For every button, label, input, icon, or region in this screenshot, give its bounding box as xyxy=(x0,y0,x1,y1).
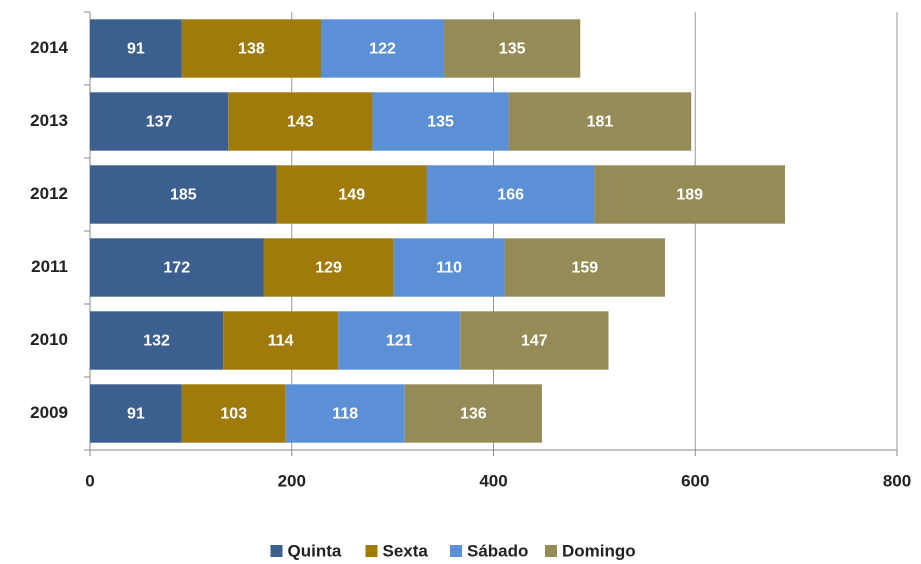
data-label: 149 xyxy=(338,187,365,204)
bar-segment xyxy=(90,238,264,297)
data-label: 110 xyxy=(436,260,462,277)
legend-swatch xyxy=(365,545,378,557)
bar-segment xyxy=(90,165,277,224)
x-tick-label: 800 xyxy=(883,471,911,490)
x-tick-label: 400 xyxy=(479,471,507,490)
legend-swatch xyxy=(270,545,283,557)
y-tick-label: 2011 xyxy=(31,257,68,276)
data-label: 166 xyxy=(497,187,524,204)
data-label: 137 xyxy=(146,114,173,131)
legend-label: Sexta xyxy=(383,541,429,560)
bar-segment xyxy=(404,384,542,443)
x-tick-label: 0 xyxy=(85,471,94,490)
bar-segment xyxy=(444,19,581,78)
legend-label: Sábado xyxy=(467,541,528,560)
bar-segment xyxy=(181,19,322,78)
legend-label: Domingo xyxy=(562,541,636,560)
bar-segment xyxy=(338,311,461,370)
bar-segment xyxy=(504,238,665,297)
y-tick-label: 2014 xyxy=(30,38,68,57)
bar-segment xyxy=(223,311,339,370)
data-label: 172 xyxy=(163,260,190,277)
bar-segment xyxy=(372,92,509,151)
data-label: 143 xyxy=(287,114,314,131)
bar-segment xyxy=(460,311,609,370)
data-label: 129 xyxy=(315,260,342,277)
bar-segment xyxy=(181,384,286,443)
data-label: 103 xyxy=(220,406,247,423)
data-label: 189 xyxy=(676,187,703,204)
data-label: 91 xyxy=(127,41,145,58)
bar-segment xyxy=(508,92,692,151)
data-label: 118 xyxy=(332,406,358,423)
data-label: 132 xyxy=(143,333,170,350)
x-tick-label: 600 xyxy=(681,471,709,490)
data-label: 135 xyxy=(427,114,454,131)
bar-segment xyxy=(90,311,224,370)
legend-swatch xyxy=(450,545,462,557)
data-label: 138 xyxy=(238,41,265,58)
y-tick-label: 2010 xyxy=(30,330,68,349)
y-tick-label: 2013 xyxy=(30,111,68,130)
legend-swatch xyxy=(545,545,557,557)
bar-segment xyxy=(321,19,445,78)
data-label: 136 xyxy=(460,406,487,423)
data-label: 121 xyxy=(386,333,413,350)
bar-segment xyxy=(594,165,786,224)
bar-segment xyxy=(90,384,182,443)
x-tick-label: 200 xyxy=(278,471,306,490)
y-tick-label: 2009 xyxy=(30,403,68,422)
legend-label: Quinta xyxy=(288,541,342,560)
bar-segment xyxy=(263,238,394,297)
data-label: 114 xyxy=(268,333,294,350)
data-label: 147 xyxy=(521,333,548,350)
bar-segment xyxy=(90,92,229,151)
data-label: 181 xyxy=(587,114,614,131)
y-tick-label: 2012 xyxy=(30,184,68,203)
bar-segment xyxy=(285,384,405,443)
bar-segment xyxy=(228,92,373,151)
data-label: 122 xyxy=(369,41,396,58)
data-label: 135 xyxy=(499,41,526,58)
bar-segment xyxy=(90,19,182,78)
data-label: 159 xyxy=(571,260,598,277)
data-label: 185 xyxy=(170,187,197,204)
data-label: 91 xyxy=(127,406,145,423)
bar-segment xyxy=(276,165,427,224)
bar-segment xyxy=(393,238,505,297)
bar-segment xyxy=(426,165,595,224)
